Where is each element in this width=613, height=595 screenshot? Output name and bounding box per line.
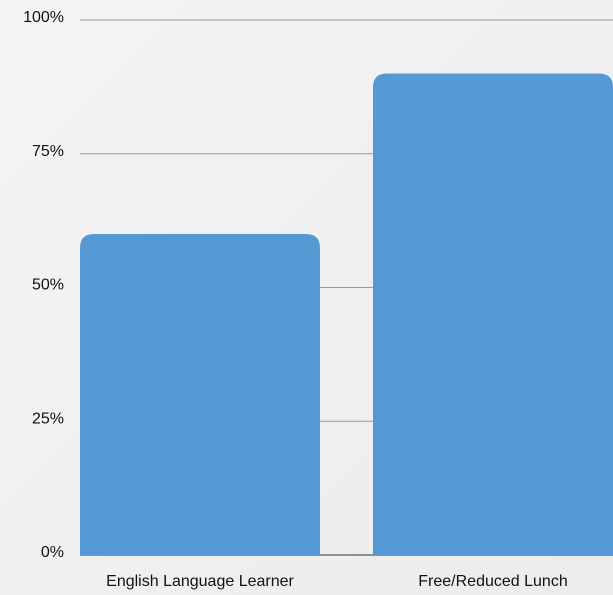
y-tick-label: 100% (23, 9, 64, 26)
y-tick-label: 75% (32, 143, 64, 160)
y-tick-label: 25% (32, 410, 64, 427)
x-tick-label: English Language Learner (106, 573, 294, 590)
y-tick-label: 0% (41, 544, 64, 561)
bar (373, 73, 613, 555)
x-tick-label: Free/Reduced Lunch (418, 573, 567, 590)
bar (80, 234, 320, 555)
y-tick-label: 50% (32, 277, 64, 294)
